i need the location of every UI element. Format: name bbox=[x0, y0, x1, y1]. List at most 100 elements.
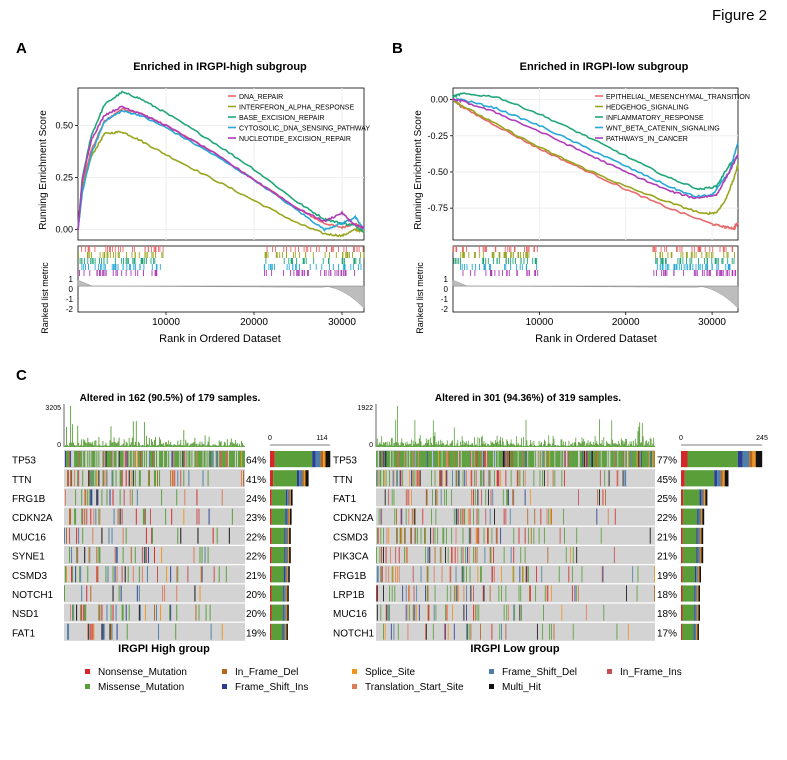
onco-0-mutation-cells bbox=[77, 547, 147, 563]
onco-0-mutation-cells bbox=[65, 566, 227, 583]
onco-0-mutation-cells bbox=[88, 470, 134, 487]
onco-1-mutation-cells bbox=[377, 527, 526, 544]
onco-0-gene-label: CDKN2A bbox=[12, 513, 53, 524]
onco-1-gene-bar-seg bbox=[700, 547, 702, 564]
gsea-1-lower-frame bbox=[452, 245, 739, 313]
gsea-1-metric-tick-label: -1 bbox=[441, 295, 449, 304]
onco-0-bar-tick-label: 0 bbox=[268, 435, 272, 442]
onco-1-gene-bar-seg bbox=[720, 470, 723, 487]
onco-1-mutation-cells bbox=[470, 623, 555, 640]
onco-0-gene-bar-seg bbox=[288, 508, 290, 525]
onco-1-mutation-cells bbox=[432, 451, 632, 467]
onco-1-mutation-cells bbox=[399, 470, 466, 487]
onco-0-gene-bar-seg bbox=[283, 623, 285, 640]
onco-1-gene-bar-seg bbox=[681, 604, 683, 621]
gsea-0-hit-ticks bbox=[79, 258, 361, 264]
onco-0-mutation-cells bbox=[75, 566, 203, 583]
onco-1-gene-bar-seg bbox=[695, 604, 697, 621]
legend-swatch bbox=[352, 669, 357, 674]
onco-1-gene-label: MUC16 bbox=[333, 609, 367, 620]
onco-0-gene-bar-seg bbox=[284, 547, 286, 564]
chart-marks: 10000 20000 300000.000.250.50DNA_REPAIRINT… bbox=[12, 87, 768, 693]
onco-0-gene-bar-seg bbox=[315, 451, 321, 468]
gsea-1-legend-label: HEDGEHOG_SIGNALING bbox=[606, 105, 689, 112]
onco-1-gene-bar-seg bbox=[742, 451, 750, 468]
gsea-0-ytick-label: 0.50 bbox=[55, 120, 73, 130]
gsea-a-ylabel: Running Enrichment Score bbox=[38, 110, 49, 230]
onco-1-row-bg bbox=[376, 565, 655, 584]
onco-1-mutation-cells bbox=[408, 585, 484, 602]
onco-0-gene-bar-seg bbox=[283, 585, 285, 602]
onco-1-mutation-cells bbox=[469, 527, 502, 544]
onco-1-gene-bar-seg bbox=[696, 585, 698, 602]
onco-1-row-bg bbox=[376, 603, 655, 622]
onco-1-gene-bar-seg bbox=[696, 547, 698, 564]
onco-1-gene-bar-seg bbox=[681, 623, 683, 640]
gsea-0-series-line bbox=[77, 107, 365, 231]
onco-0-row-bg bbox=[64, 488, 245, 507]
onco-1-mutation-cells bbox=[405, 604, 467, 621]
gsea-1-hit-ticks bbox=[453, 258, 735, 264]
onco-0-mutation-cells bbox=[82, 527, 218, 544]
onco-0-gene-bar-seg bbox=[284, 527, 286, 544]
onco-1-mutation-cells bbox=[390, 623, 468, 640]
onco-1-mutation-cells bbox=[422, 508, 616, 525]
onco-1-mutation-cells bbox=[414, 508, 495, 525]
onco-0-gene-label: NSD1 bbox=[12, 609, 39, 620]
onco-0-mutation-cells bbox=[136, 451, 242, 467]
onco-1-mutation-cells bbox=[411, 489, 531, 506]
legend-label: Missense_Mutation bbox=[98, 682, 184, 693]
gsea-0-series-line bbox=[77, 130, 365, 238]
onco-0-pct-label: 41% bbox=[246, 475, 266, 486]
gsea-1-xtick-label: 20000 bbox=[612, 317, 640, 328]
onco-1-gene-bar-seg bbox=[722, 470, 725, 487]
onco-1-bar-tick-label: 245 bbox=[756, 435, 768, 442]
onco-1-gene-bar-seg bbox=[698, 585, 700, 602]
onco-1-mutation-cells bbox=[376, 604, 521, 621]
onco-0-mutation-cells bbox=[92, 527, 124, 544]
onco-1-mutation-cells bbox=[454, 585, 579, 602]
gsea-1-hit-ticks bbox=[462, 270, 737, 276]
gsea-0-xtick-label: 10000 bbox=[152, 317, 180, 328]
onco-1-mutation-cells bbox=[400, 527, 532, 544]
onco-0-mutation-cells bbox=[103, 623, 118, 640]
onco-1-mutation-cells bbox=[484, 547, 512, 563]
gsea-0-hit-ticks bbox=[79, 270, 356, 276]
onco-1-gene-bar-seg bbox=[704, 489, 706, 506]
onco-1-pct-label: 22% bbox=[657, 513, 677, 524]
onco-0-mutation-cells bbox=[120, 585, 138, 602]
onco-0-gene-bar-seg bbox=[271, 489, 286, 506]
gsea-1-series-line bbox=[452, 97, 739, 200]
onco-1-gene-bar-seg bbox=[697, 547, 700, 564]
onco-0-gene-bar-seg bbox=[286, 623, 288, 640]
legend-swatch bbox=[85, 684, 90, 689]
gsea-1-hit-ticks bbox=[460, 264, 731, 270]
onco-0-gene-bar-seg bbox=[285, 623, 287, 640]
onco-0-gene-bar-seg bbox=[270, 623, 272, 640]
onco-0-mutation-cells bbox=[69, 527, 152, 544]
gsea-1-ytick-label: -0.25 bbox=[427, 131, 448, 141]
onco-0-gene-bar-seg bbox=[287, 527, 289, 544]
onco-1-mutation-cells bbox=[391, 489, 515, 506]
gsea-1-legend-label: INFLAMMATORY_RESPONSE bbox=[606, 115, 704, 122]
gsea-a-ylabel2: Ranked list metric bbox=[40, 262, 50, 334]
onco-0-mutation-cells bbox=[67, 623, 212, 640]
onco-1-mutation-cells bbox=[376, 470, 627, 487]
onco-0-gene-bar-seg bbox=[287, 566, 289, 583]
onco-0-mutation-cells bbox=[76, 527, 214, 544]
onco-0-mutation-cells bbox=[220, 451, 228, 467]
figure-label: Figure 2 bbox=[712, 7, 767, 24]
onco-1-mutation-cells bbox=[401, 508, 598, 525]
onco-0-mutation-cells bbox=[114, 547, 195, 563]
onco-1-mutation-cells bbox=[396, 508, 552, 525]
onco-1-mutation-cells bbox=[471, 489, 606, 506]
legend-swatch bbox=[222, 669, 227, 674]
onco-1-mutation-cells bbox=[381, 508, 507, 525]
onco-0-mutation-cells bbox=[91, 470, 204, 487]
gsea-a-xlabel: Rank in Ordered Dataset bbox=[159, 333, 281, 345]
onco-0-gene-bar-seg bbox=[283, 566, 285, 583]
onco-0-mutation-cells bbox=[81, 604, 114, 621]
onco-1-gene-label: CDKN2A bbox=[333, 513, 374, 524]
gsea-0-series-line bbox=[77, 105, 365, 231]
